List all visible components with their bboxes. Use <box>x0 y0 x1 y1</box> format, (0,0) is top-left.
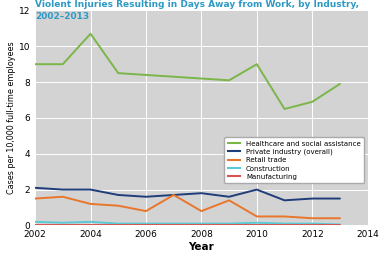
Text: 2002–2013: 2002–2013 <box>35 12 89 21</box>
Text: Violent Injuries Resulting in Days Away from Work, by Industry,: Violent Injuries Resulting in Days Away … <box>35 0 359 9</box>
X-axis label: Year: Year <box>188 242 214 252</box>
Y-axis label: Cases per 10,000 full-time employees: Cases per 10,000 full-time employees <box>7 42 16 194</box>
Legend: Healthcare and social assistance, Private industry (overall), Retail trade, Cons: Healthcare and social assistance, Privat… <box>224 137 364 183</box>
